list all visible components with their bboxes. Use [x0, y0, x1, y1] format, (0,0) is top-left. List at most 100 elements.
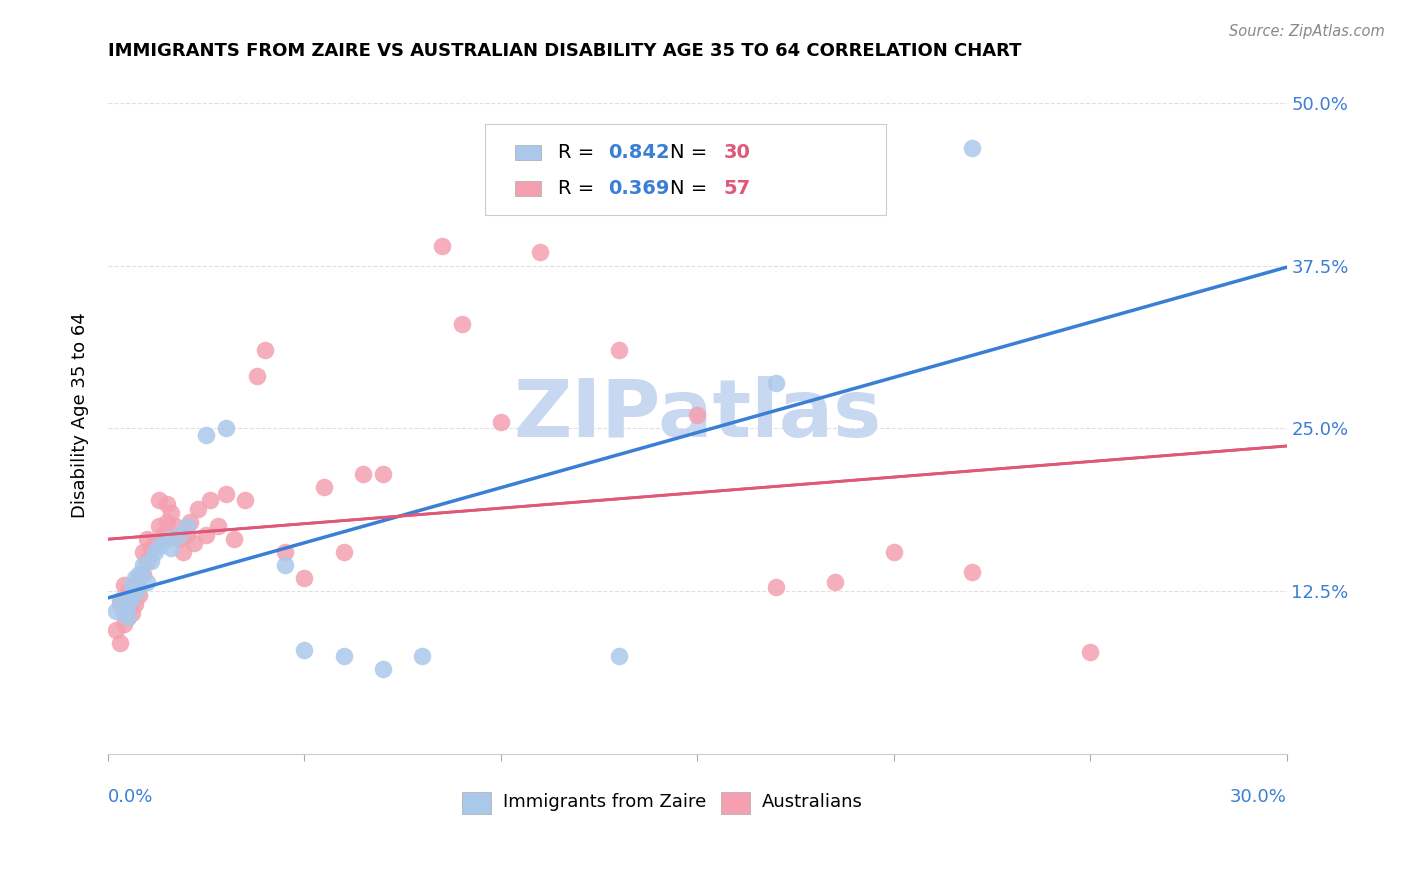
Point	[124, 584, 146, 599]
Point	[332, 649, 354, 664]
Point	[132, 567, 155, 582]
Point	[765, 580, 787, 594]
Text: R =: R =	[558, 143, 600, 162]
Text: 0.842: 0.842	[607, 143, 669, 162]
Point	[195, 528, 218, 542]
Point	[104, 604, 127, 618]
Text: 30.0%: 30.0%	[1230, 788, 1286, 806]
Text: 0.369: 0.369	[607, 179, 669, 198]
Point	[160, 506, 183, 520]
Point	[176, 528, 198, 542]
Point	[411, 649, 433, 664]
Point	[824, 575, 846, 590]
Point	[108, 597, 131, 611]
Point	[112, 578, 135, 592]
Point	[156, 515, 179, 529]
Point	[117, 610, 139, 624]
Point	[124, 571, 146, 585]
Text: 0.0%: 0.0%	[108, 788, 153, 806]
Y-axis label: Disability Age 35 to 64: Disability Age 35 to 64	[72, 312, 89, 518]
Point	[128, 580, 150, 594]
Point	[117, 610, 139, 624]
FancyBboxPatch shape	[485, 124, 886, 216]
Point	[167, 532, 190, 546]
Point	[124, 597, 146, 611]
Point	[108, 593, 131, 607]
Point	[152, 528, 174, 542]
Text: 30: 30	[723, 143, 749, 162]
Point	[883, 545, 905, 559]
Point	[117, 584, 139, 599]
Text: R =: R =	[558, 179, 600, 198]
Point	[222, 532, 245, 546]
Point	[371, 662, 394, 676]
Point	[246, 369, 269, 384]
Point	[136, 554, 159, 568]
Point	[117, 597, 139, 611]
Point	[294, 571, 316, 585]
FancyBboxPatch shape	[515, 145, 540, 160]
Point	[132, 558, 155, 573]
Point	[112, 607, 135, 621]
Text: Australians: Australians	[762, 793, 863, 811]
Text: ZIPatlas: ZIPatlas	[513, 376, 882, 454]
Point	[607, 343, 630, 358]
Point	[207, 519, 229, 533]
Point	[156, 497, 179, 511]
Point	[128, 567, 150, 582]
Point	[254, 343, 277, 358]
Point	[141, 541, 163, 556]
Point	[163, 519, 186, 533]
Point	[160, 541, 183, 556]
Point	[128, 588, 150, 602]
Point	[108, 636, 131, 650]
Point	[172, 545, 194, 559]
Point	[136, 532, 159, 546]
Point	[176, 519, 198, 533]
Point	[430, 239, 453, 253]
Point	[962, 565, 984, 579]
Point	[529, 245, 551, 260]
Point	[1078, 645, 1101, 659]
Point	[148, 519, 170, 533]
Point	[274, 545, 297, 559]
Point	[143, 536, 166, 550]
Point	[179, 515, 201, 529]
Text: N =: N =	[671, 143, 714, 162]
Point	[371, 467, 394, 481]
Point	[148, 539, 170, 553]
Point	[195, 428, 218, 442]
Point	[124, 580, 146, 594]
Text: 57: 57	[723, 179, 751, 198]
Point	[141, 554, 163, 568]
Point	[686, 409, 709, 423]
Point	[312, 480, 335, 494]
Point	[332, 545, 354, 559]
Point	[215, 486, 238, 500]
Text: IMMIGRANTS FROM ZAIRE VS AUSTRALIAN DISABILITY AGE 35 TO 64 CORRELATION CHART: IMMIGRANTS FROM ZAIRE VS AUSTRALIAN DISA…	[108, 42, 1022, 60]
Point	[450, 317, 472, 331]
Point	[121, 578, 143, 592]
Text: N =: N =	[671, 179, 714, 198]
Point	[121, 607, 143, 621]
Point	[235, 493, 257, 508]
Point	[294, 643, 316, 657]
Point	[765, 376, 787, 390]
Point	[121, 593, 143, 607]
Point	[156, 532, 179, 546]
FancyBboxPatch shape	[721, 792, 751, 814]
Point	[136, 575, 159, 590]
Point	[198, 493, 221, 508]
Point	[187, 502, 209, 516]
Point	[167, 528, 190, 542]
Point	[352, 467, 374, 481]
FancyBboxPatch shape	[461, 792, 491, 814]
Point	[489, 415, 512, 429]
Point	[148, 493, 170, 508]
Point	[962, 141, 984, 155]
Point	[607, 649, 630, 664]
FancyBboxPatch shape	[515, 181, 540, 196]
Point	[183, 536, 205, 550]
Point	[215, 421, 238, 435]
Point	[121, 591, 143, 605]
